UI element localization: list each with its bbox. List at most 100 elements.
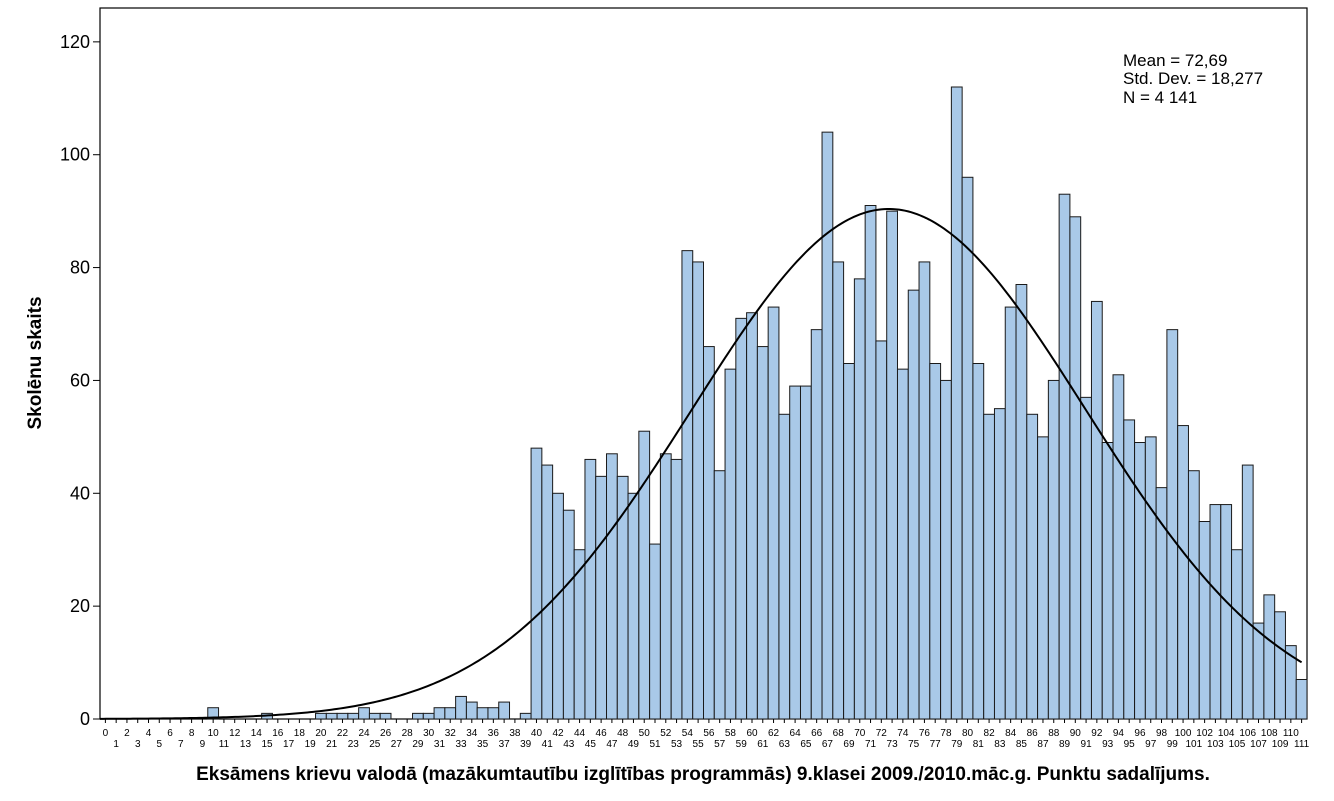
- x-tick-label-103: 103: [1207, 739, 1224, 750]
- x-tick-label-80: 80: [962, 728, 974, 739]
- x-tick-label-79: 79: [951, 739, 963, 750]
- x-tick-label-38: 38: [509, 728, 521, 739]
- bar-93: [1101, 442, 1114, 720]
- bar-24: [358, 707, 370, 720]
- x-tick-label-3: 3: [135, 739, 141, 750]
- bar-40: [530, 447, 543, 720]
- bar-26: [379, 712, 392, 720]
- x-tick-label-72: 72: [876, 728, 888, 739]
- x-tick-label-48: 48: [617, 728, 629, 739]
- x-tick-label-7: 7: [178, 739, 184, 750]
- bar-95: [1123, 419, 1136, 720]
- x-tick-label-98: 98: [1156, 728, 1168, 739]
- bar-71: [864, 205, 877, 720]
- x-tick-label-32: 32: [445, 728, 457, 739]
- x-tick-label-85: 85: [1016, 739, 1028, 750]
- bar-62: [767, 306, 780, 720]
- x-tick-label-55: 55: [693, 739, 705, 750]
- x-tick-label-108: 108: [1261, 728, 1278, 739]
- bar-83: [993, 408, 1006, 720]
- bar-82: [983, 413, 995, 720]
- x-tick-label-28: 28: [402, 728, 414, 739]
- y-tick-label-0: 0: [80, 709, 90, 729]
- bar-92: [1090, 300, 1103, 720]
- bar-33: [455, 695, 467, 720]
- bar-31: [433, 707, 446, 720]
- bar-20: [315, 712, 327, 720]
- x-tick-label-58: 58: [725, 728, 737, 739]
- bar-78: [940, 379, 952, 720]
- x-tick-label-75: 75: [908, 739, 920, 750]
- bar-55: [692, 261, 704, 720]
- x-tick-label-68: 68: [833, 728, 845, 739]
- bar-85: [1015, 284, 1028, 720]
- bar-21: [325, 712, 338, 720]
- bar-107: [1252, 622, 1265, 720]
- x-tick-label-67: 67: [822, 739, 834, 750]
- x-tick-label-13: 13: [240, 739, 252, 750]
- bar-79: [950, 86, 963, 720]
- x-tick-label-66: 66: [811, 728, 823, 739]
- x-tick-label-30: 30: [423, 728, 435, 739]
- x-tick-label-83: 83: [994, 739, 1006, 750]
- bar-87: [1037, 436, 1049, 720]
- x-tick-label-51: 51: [649, 739, 661, 750]
- bar-111: [1295, 679, 1308, 720]
- x-tick-label-102: 102: [1196, 728, 1213, 739]
- x-tick-label-25: 25: [369, 739, 381, 750]
- x-tick-label-60: 60: [746, 728, 758, 739]
- bar-64: [789, 385, 801, 720]
- y-tick-label-80: 80: [70, 258, 90, 278]
- x-tick-label-31: 31: [434, 739, 446, 750]
- x-tick-label-43: 43: [563, 739, 575, 750]
- x-tick-label-36: 36: [488, 728, 500, 739]
- x-tick-label-91: 91: [1081, 739, 1093, 750]
- x-tick-label-78: 78: [940, 728, 952, 739]
- bar-67: [821, 131, 834, 720]
- y-axis-title: Skolēnu skaits: [25, 296, 46, 429]
- bars-group: [207, 86, 1308, 720]
- x-tick-label-56: 56: [703, 728, 715, 739]
- x-tick-label-105: 105: [1229, 739, 1246, 750]
- x-tick-label-9: 9: [200, 739, 206, 750]
- bar-68: [832, 261, 845, 720]
- x-tick-label-97: 97: [1145, 739, 1157, 750]
- x-tick-label-6: 6: [167, 728, 173, 739]
- x-tick-label-27: 27: [391, 739, 403, 750]
- bar-77: [929, 363, 942, 720]
- x-tick-label-18: 18: [294, 728, 306, 739]
- x-tick-label-64: 64: [790, 728, 802, 739]
- bar-22: [336, 712, 349, 720]
- bar-29: [412, 712, 424, 720]
- x-tick-label-109: 109: [1272, 739, 1289, 750]
- x-tick-label-59: 59: [736, 739, 748, 750]
- bar-23: [347, 712, 360, 720]
- bar-42: [552, 492, 564, 720]
- x-tick-label-20: 20: [315, 728, 327, 739]
- x-tick-label-86: 86: [1027, 728, 1039, 739]
- bar-53: [670, 458, 683, 720]
- x-tick-label-94: 94: [1113, 728, 1125, 739]
- x-tick-label-107: 107: [1250, 739, 1267, 750]
- bar-100: [1177, 425, 1189, 720]
- bar-57: [713, 470, 726, 720]
- x-tick-label-8: 8: [189, 728, 195, 739]
- x-tick-label-44: 44: [574, 728, 586, 739]
- bar-25: [368, 712, 381, 720]
- bar-52: [659, 453, 672, 720]
- y-axis: 0 20 40 60 80 100 120: [60, 32, 100, 729]
- bar-106: [1241, 464, 1254, 720]
- x-tick-label-99: 99: [1167, 739, 1179, 750]
- x-tick-label-23: 23: [348, 739, 360, 750]
- x-tick-label-1: 1: [113, 739, 119, 750]
- x-tick-label-90: 90: [1070, 728, 1082, 739]
- x-tick-label-22: 22: [337, 728, 349, 739]
- stats-box: Mean = 72,69 Std. Dev. = 18,277 N = 4 14…: [1123, 51, 1263, 107]
- x-tick-label-96: 96: [1134, 728, 1146, 739]
- x-tick-label-81: 81: [973, 739, 985, 750]
- y-tick-label-100: 100: [60, 145, 90, 165]
- bar-41: [541, 464, 554, 720]
- x-tick-label-35: 35: [477, 739, 489, 750]
- bar-35: [476, 707, 489, 720]
- y-tick-label-60: 60: [70, 370, 90, 390]
